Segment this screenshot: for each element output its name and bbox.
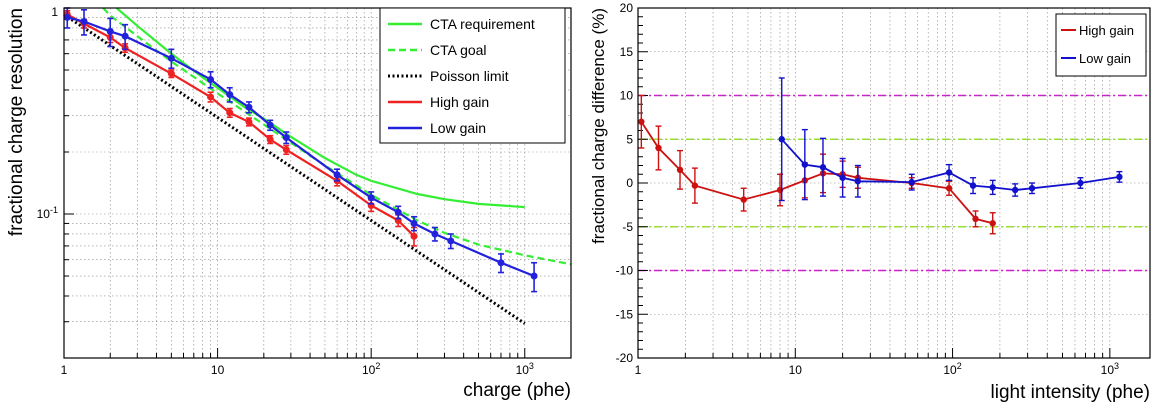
data-point (207, 75, 215, 83)
series-group (63, 7, 572, 325)
data-point (63, 13, 71, 21)
series-group (638, 77, 1123, 235)
x-tick-label: 1 (61, 363, 68, 377)
data-point (410, 232, 418, 240)
series-line-0 (115, 7, 525, 209)
y-axis-title: fractional charge resolution (6, 8, 27, 236)
x-tick-label: 102 (362, 361, 380, 377)
data-point (226, 109, 234, 117)
y-tick-label: 10-1 (37, 205, 58, 221)
data-point (908, 178, 915, 186)
legend-label: CTA requirement (430, 16, 535, 32)
data-point (638, 118, 645, 125)
plot-frame (63, 7, 572, 359)
y-tick-label: 20 (620, 1, 634, 15)
data-point (394, 208, 402, 216)
y-tick-label: 5 (626, 132, 633, 146)
data-point (266, 135, 274, 143)
data-point (106, 27, 114, 35)
data-point (676, 166, 684, 174)
y-tick-label: -20 (616, 351, 634, 365)
data-point (778, 136, 785, 143)
legend-label: CTA goal (430, 42, 487, 58)
data-point (497, 259, 505, 267)
data-point (1028, 185, 1036, 192)
right-chart: 1 10 102 103 -20 -15 -10 -5 0 5 10 15 20 light intens… (589, 1, 1151, 403)
data-point (740, 196, 747, 203)
x-tick-label: 10 (211, 363, 225, 377)
data-point (167, 54, 175, 62)
y-tick-label: 1 (51, 5, 58, 19)
series-line-0 (640, 121, 993, 225)
data-point (121, 32, 129, 40)
legend-box (1055, 13, 1147, 77)
data-point (989, 184, 996, 191)
x-tick-label: 103 (1101, 361, 1119, 377)
legend-label: High gain (430, 94, 489, 110)
data-point (447, 237, 455, 245)
legend-label: Low gain (1079, 51, 1131, 66)
data-point (282, 146, 290, 154)
data-point (1011, 186, 1019, 194)
y-tick-label: -10 (616, 264, 634, 278)
data-point (969, 182, 977, 189)
x-tick-label: 10 (789, 363, 803, 377)
data-point (367, 194, 375, 202)
y-axis-title: fractional charge difference (%) (589, 8, 608, 244)
legend-label: Low gain (430, 120, 486, 136)
data-point (854, 178, 862, 185)
x-tick-label: 103 (516, 361, 534, 377)
data-point (945, 169, 953, 176)
x-tick-label: 102 (943, 361, 961, 377)
y-tick-label: -15 (616, 307, 634, 321)
legend-label: Poisson limit (430, 68, 509, 84)
legend: High gain Low gain (1055, 13, 1147, 77)
plot-frame (637, 7, 1151, 359)
legend-label: High gain (1079, 23, 1134, 38)
x-axis-title: light intensity (phe) (991, 382, 1150, 403)
y-tick-label: 0 (626, 176, 633, 190)
data-point (801, 161, 809, 168)
data-point (1077, 179, 1084, 187)
data-point (655, 144, 662, 152)
data-point (80, 17, 88, 25)
data-point (972, 215, 979, 223)
y-tick-label: 15 (620, 45, 634, 59)
x-axis-title: charge (phe) (463, 380, 571, 401)
data-point (819, 164, 827, 171)
data-point (245, 118, 253, 126)
data-point (691, 182, 699, 189)
data-point (839, 174, 846, 181)
y-tick-label: -5 (622, 220, 633, 234)
data-point (410, 219, 418, 227)
grid (64, 8, 572, 358)
left-chart: 1 10 102 103 10-1 1 charge (phe) fractional cha… (6, 5, 572, 401)
data-point (226, 91, 234, 99)
y-tick-label: 10 (620, 89, 634, 103)
data-point (167, 70, 175, 78)
data-point (207, 93, 215, 101)
data-point (1116, 173, 1123, 181)
data-point (333, 171, 341, 179)
data-point (530, 272, 538, 280)
data-point (282, 134, 290, 142)
data-point (431, 230, 439, 238)
data-point (945, 185, 953, 192)
legend: CTA requirement CTA goal Poisson limit High… (379, 7, 566, 144)
data-point (989, 220, 996, 227)
data-point (266, 121, 274, 129)
x-tick-label: 1 (635, 363, 642, 377)
data-point (245, 103, 253, 111)
